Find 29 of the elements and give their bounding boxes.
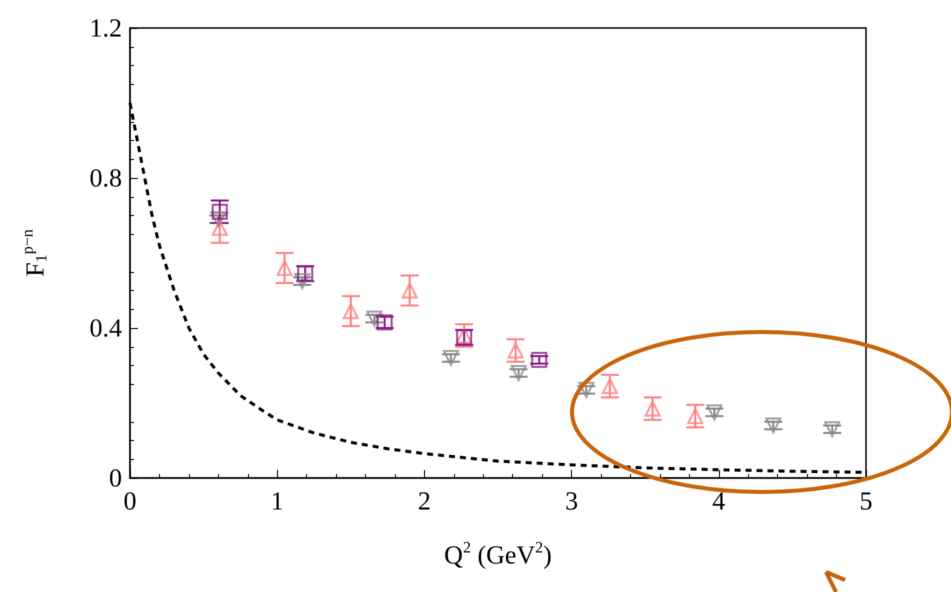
point xyxy=(212,220,228,236)
x-tick-label: 4 xyxy=(712,486,726,516)
x-tick-label: 3 xyxy=(565,486,578,516)
y-axis-title: F1p−n xyxy=(20,229,50,277)
y-tick-label: 0.4 xyxy=(90,314,122,342)
point xyxy=(644,400,661,417)
y-tick-label: 1.2 xyxy=(90,14,122,42)
point xyxy=(510,365,527,381)
point xyxy=(706,404,722,420)
point xyxy=(210,211,226,228)
x-tick-label: 5 xyxy=(860,486,872,516)
point xyxy=(366,310,382,327)
point xyxy=(442,350,459,366)
point xyxy=(294,273,310,290)
point xyxy=(602,378,618,394)
point xyxy=(531,352,548,368)
point xyxy=(824,421,840,438)
y-tick-label: 0 xyxy=(109,464,122,492)
y-tick-label: 0.8 xyxy=(90,164,122,192)
point xyxy=(508,342,524,358)
point xyxy=(687,408,704,424)
point xyxy=(402,282,418,298)
point xyxy=(342,303,359,320)
point xyxy=(276,260,293,276)
point xyxy=(765,418,782,434)
point xyxy=(212,204,228,220)
x-tick-label: 2 xyxy=(418,486,431,516)
point xyxy=(578,382,594,398)
x-tick-label: 1 xyxy=(270,486,284,516)
